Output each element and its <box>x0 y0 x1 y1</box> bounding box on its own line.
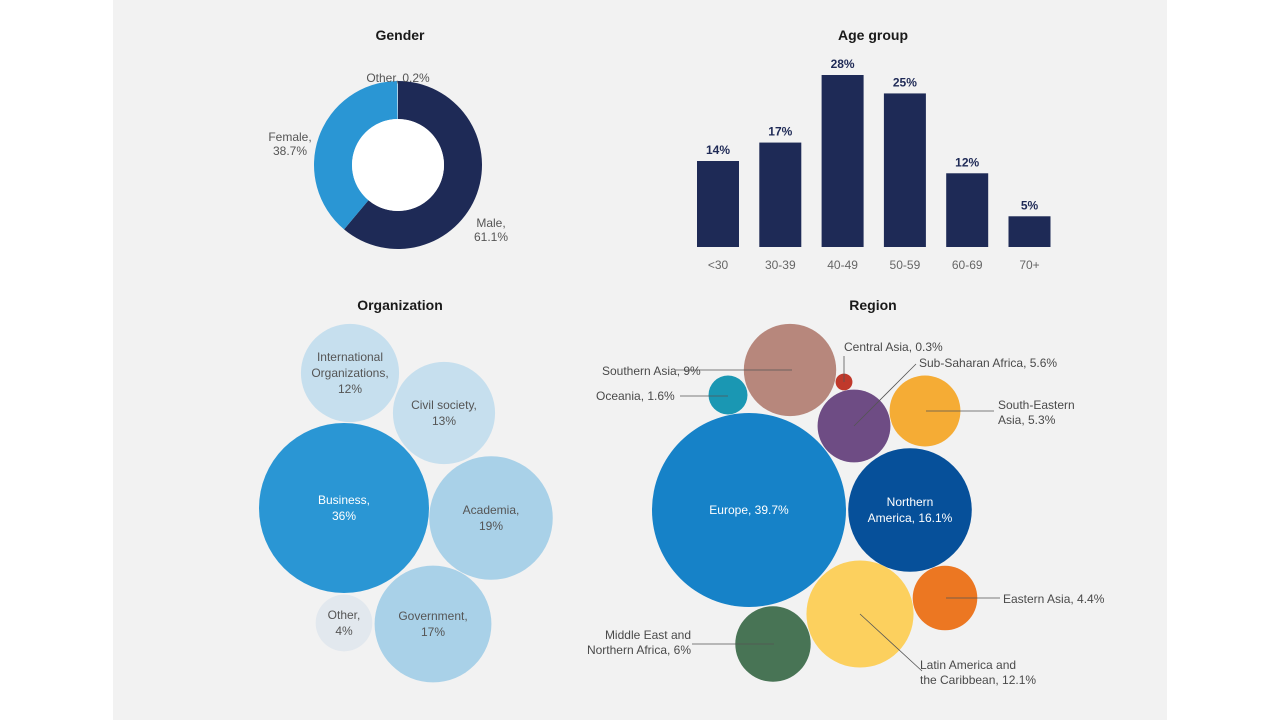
organization-bubble-label: 4% <box>335 624 353 638</box>
region-label: Asia, 5.3% <box>998 413 1056 427</box>
organization-bubble-label: Other, <box>328 608 361 622</box>
organization-chart: Organization International Organizations,… <box>259 297 553 683</box>
age-bar-value-label: 14% <box>706 143 730 157</box>
region-label: Middle East and <box>605 628 691 642</box>
age-bar-40-49 <box>821 75 864 247</box>
organization-bubble-civil-society <box>392 361 496 465</box>
organization-bubble-label: Civil society, <box>411 398 477 412</box>
organization-bubble-label: Business, <box>318 493 370 507</box>
age-title: Age group <box>838 27 908 43</box>
region-bubble-label: Northern <box>887 495 934 509</box>
region-label: South-Eastern <box>998 398 1075 412</box>
organization-bubble-academia <box>429 456 553 580</box>
age-tick-label: 30-39 <box>765 258 796 272</box>
age-bar-50-59 <box>883 93 926 247</box>
organization-title: Organization <box>357 297 443 313</box>
organization-bubble-label: 17% <box>421 625 445 639</box>
organization-bubble-government <box>374 565 492 683</box>
region-bubble-label: America, 16.1% <box>868 511 953 525</box>
organization-bubble-label: International <box>317 350 383 364</box>
age-tick-label: 70+ <box>1019 258 1039 272</box>
age-tick-label: 60-69 <box>952 258 983 272</box>
region-label: Central Asia, 0.3% <box>844 340 943 354</box>
gender-other-label: Other, 0.2% <box>366 71 430 85</box>
region-chart: Region Southern Asia, 9% Central Asia, 0.… <box>587 297 1105 687</box>
age-bars: 14% <30 17% 30-39 28% 40-49 25% 50-59 12% 60-69 5%… <box>697 57 1051 272</box>
organization-bubble-label: 13% <box>432 414 456 428</box>
infographic-panel <box>113 0 1167 720</box>
age-tick-label: 40-49 <box>827 258 858 272</box>
gender-donut-hole <box>352 119 444 211</box>
age-tick-label: 50-59 <box>890 258 921 272</box>
region-labels: Southern Asia, 9% Central Asia, 0.3% Sub-S… <box>587 340 1105 687</box>
organization-bubble-business <box>259 423 429 593</box>
age-bar-value-label: 17% <box>768 125 792 139</box>
age-bar-30 <box>697 161 739 247</box>
region-label: Latin America and <box>920 658 1016 672</box>
region-label: Oceania, 1.6% <box>596 389 675 403</box>
age-bar-value-label: 25% <box>893 75 917 89</box>
region-label: Southern Asia, 9% <box>602 364 701 378</box>
region-bubble-northern <box>848 448 972 572</box>
organization-bubble-other <box>315 594 373 652</box>
gender-chart: Gender Other, 0.2% Female, 38.7% Male, 6… <box>268 27 508 250</box>
organization-bubbles: International Organizations, 12% Civil soci… <box>259 323 553 683</box>
region-label: Northern Africa, 6% <box>587 643 691 657</box>
region-bubble-label: Europe, 39.7% <box>709 503 789 517</box>
age-bar-value-label: 5% <box>1021 198 1039 212</box>
age-bar-60-69 <box>946 173 989 247</box>
region-leader-line <box>859 613 923 672</box>
organization-bubble-label: 36% <box>332 509 356 523</box>
gender-slice-2 <box>396 81 398 120</box>
gender-female-label: Female, <box>268 130 311 144</box>
gender-male-value: 61.1% <box>474 230 508 244</box>
age-bar-value-label: 12% <box>955 155 979 169</box>
age-chart: Age group 14% <30 17% 30-39 28% 40-49 25% 50-59… <box>697 27 1051 272</box>
region-bubble-oceania-1-6 <box>708 375 748 415</box>
region-bubble-europe-39-7 <box>652 413 846 607</box>
region-label: the Caribbean, 12.1% <box>920 673 1036 687</box>
gender-male-label: Male, <box>476 216 505 230</box>
region-leader-line <box>853 363 917 427</box>
gender-slice-0 <box>344 81 483 250</box>
region-label: Eastern Asia, 4.4% <box>1003 592 1105 606</box>
age-bar-value-label: 28% <box>831 57 855 71</box>
organization-bubble-international <box>300 323 400 423</box>
gender-female-value: 38.7% <box>273 144 307 158</box>
gender-slice-1 <box>314 81 398 230</box>
organization-bubble-label: Academia, <box>463 503 520 517</box>
organization-bubble-label: Government, <box>398 609 467 623</box>
gender-donut <box>314 81 483 250</box>
gender-title: Gender <box>375 27 425 43</box>
region-bubble-south-eastern <box>889 375 961 447</box>
age-tick-label: <30 <box>708 258 729 272</box>
region-label: Sub-Saharan Africa, 5.6% <box>919 356 1057 370</box>
organization-bubble-label: Organizations, <box>311 366 388 380</box>
organization-bubble-label: 19% <box>479 519 503 533</box>
age-bar-70 <box>1008 216 1051 247</box>
age-bar-30-39 <box>759 142 802 247</box>
region-title: Region <box>849 297 896 313</box>
organization-bubble-label: 12% <box>338 382 362 396</box>
region-bubble-eastern-asia-4-4 <box>912 565 978 631</box>
